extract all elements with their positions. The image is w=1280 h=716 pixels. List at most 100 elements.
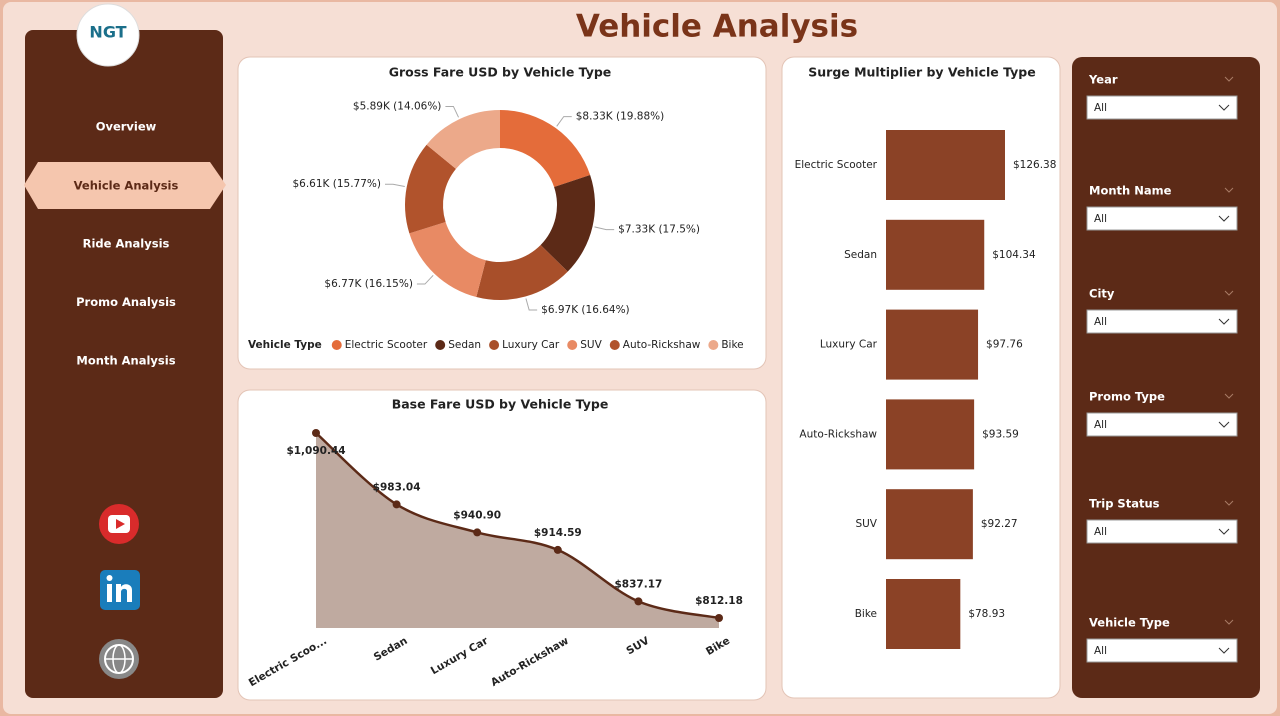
filter-label: Trip Status (1089, 497, 1160, 511)
dropdown-chevron (1218, 318, 1230, 325)
bar (886, 309, 979, 380)
logo-text: NGT (89, 23, 126, 42)
legend-swatch (567, 340, 578, 350)
data-label: $983.04 (373, 481, 421, 493)
legend-label: Sedan (448, 339, 481, 351)
filter-label: City (1089, 287, 1115, 301)
filter-chevron (1224, 187, 1234, 193)
nav-item[interactable]: Month Analysis (76, 354, 175, 368)
donut-slice (476, 244, 568, 300)
line (315, 432, 720, 620)
logo (76, 3, 140, 67)
filter-chevron (1224, 290, 1234, 296)
area (316, 433, 719, 628)
dropdown-chevron (1218, 647, 1230, 654)
data-label: $812.18 (695, 595, 743, 607)
youtube-icon[interactable] (99, 504, 139, 544)
chart-title: Base Fare USD by Vehicle Type (392, 397, 609, 412)
leader-line (525, 298, 538, 311)
filter-value[interactable]: All (1094, 213, 1107, 225)
data-label: $8.33K (19.88%) (576, 111, 665, 123)
legend-label: Bike (721, 339, 743, 351)
y-tick-label: Luxury Car (820, 339, 878, 351)
leader-line (416, 274, 434, 285)
y-tick-label: Bike (855, 608, 877, 620)
filter-dropdown[interactable] (1086, 412, 1238, 437)
point (312, 429, 320, 437)
donut-slice (405, 144, 456, 234)
filter-panel (1072, 57, 1260, 698)
legend-label: Auto-Rickshaw (623, 339, 701, 351)
bar (886, 399, 975, 470)
legend-label: Electric Scooter (345, 339, 428, 351)
leader-line (594, 226, 615, 231)
data-label: $97.76 (986, 339, 1023, 351)
data-label: $93.59 (982, 428, 1019, 440)
filter-label: Month Name (1089, 184, 1172, 198)
point (634, 597, 643, 606)
y-tick-label: Auto-Rickshaw (799, 428, 877, 440)
bar (886, 130, 1005, 200)
dropdown-chevron (1218, 528, 1230, 535)
legend-title: Vehicle Type (248, 339, 322, 351)
filter-value[interactable]: All (1094, 102, 1107, 114)
nav-item[interactable]: Promo Analysis (76, 295, 176, 309)
filter-dropdown[interactable] (1086, 638, 1238, 663)
nav-item[interactable]: Overview (96, 120, 157, 134)
filter-value[interactable]: All (1094, 419, 1107, 431)
data-label: $6.61K (15.77%) (292, 178, 381, 190)
legend-swatch (331, 340, 342, 350)
donut-slice (540, 174, 595, 272)
legend-label: SUV (580, 339, 602, 351)
filter-dropdown[interactable] (1086, 206, 1238, 231)
bar (886, 579, 961, 649)
legend-swatch (489, 340, 500, 350)
data-label: $1,090.44 (286, 445, 345, 457)
data-label: $5.89K (14.06%) (353, 100, 442, 112)
leader-line (445, 105, 459, 118)
chart-title: Gross Fare USD by Vehicle Type (389, 65, 612, 80)
filter-value[interactable]: All (1094, 316, 1107, 328)
point (473, 528, 482, 537)
bar (886, 489, 973, 560)
leader-line (556, 116, 572, 127)
chart-title: Surge Multiplier by Vehicle Type (808, 65, 1035, 80)
filter-chevron (1224, 619, 1234, 625)
filter-label: Year (1088, 73, 1118, 87)
y-tick-label: SUV (855, 518, 877, 530)
dropdown-chevron (1218, 104, 1230, 111)
data-label: $837.17 (614, 578, 662, 590)
filter-value[interactable]: All (1094, 526, 1107, 538)
donut-slice (409, 222, 486, 298)
dropdown-chevron (1218, 215, 1230, 222)
legend-label: Luxury Car (502, 339, 560, 351)
filter-chevron (1224, 393, 1234, 399)
point (392, 500, 401, 509)
bar (886, 219, 985, 290)
nav-item[interactable]: Vehicle Analysis (74, 179, 179, 193)
data-label: $78.93 (968, 608, 1005, 620)
filter-dropdown[interactable] (1086, 519, 1238, 544)
point (715, 614, 723, 622)
point (553, 545, 562, 554)
nav-item[interactable]: Ride Analysis (83, 237, 170, 251)
filter-chevron (1224, 76, 1234, 82)
leader-line (385, 183, 405, 187)
y-tick-label: Electric Scooter (795, 159, 878, 171)
data-label: $914.59 (534, 527, 582, 539)
legend-swatch (609, 340, 620, 350)
data-label: $6.77K (16.15%) (324, 278, 413, 290)
nav-active (24, 162, 226, 209)
filter-dropdown[interactable] (1086, 95, 1238, 120)
filter-dropdown[interactable] (1086, 309, 1238, 334)
data-label: $92.27 (981, 518, 1018, 530)
filter-value[interactable]: All (1094, 645, 1107, 657)
data-label: $126.38 (1013, 159, 1056, 171)
linkedin-icon[interactable] (100, 570, 140, 610)
data-label: $104.34 (992, 249, 1036, 261)
web-icon[interactable] (99, 639, 139, 679)
y-tick-label: Sedan (844, 249, 877, 261)
data-label: $6.97K (16.64%) (541, 304, 630, 316)
dropdown-chevron (1218, 421, 1230, 428)
